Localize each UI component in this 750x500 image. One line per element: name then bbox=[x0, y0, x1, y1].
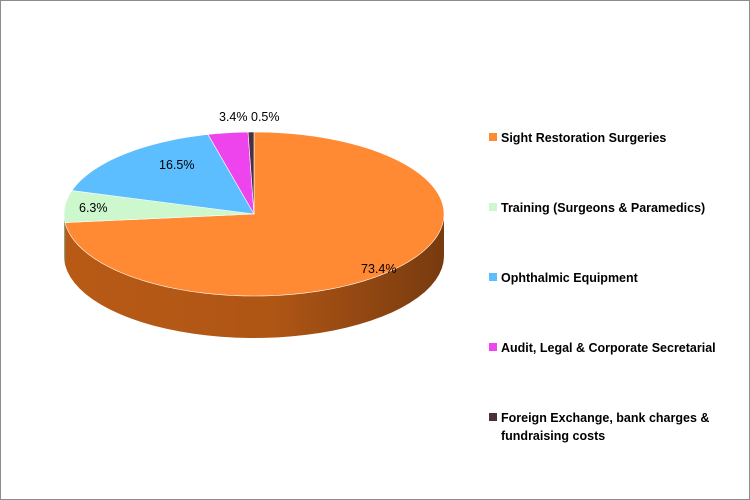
pie-side-walls bbox=[64, 214, 445, 338]
pie-slice bbox=[71, 134, 255, 215]
legend-label: Audit, Legal & Corporate Secretarial bbox=[501, 341, 716, 355]
legend-swatch bbox=[489, 133, 497, 141]
pie-slice bbox=[63, 190, 255, 223]
legend-swatch bbox=[489, 343, 497, 351]
legend-label: Training (Surgeons & Paramedics) bbox=[501, 201, 706, 215]
pie-data-label: 3.4% bbox=[219, 110, 248, 124]
pie-slice-side-shade bbox=[64, 214, 66, 265]
pie-slice-side-shade bbox=[65, 214, 445, 338]
pie-data-label: 6.3% bbox=[79, 201, 108, 215]
pie-data-label: 0.5% bbox=[251, 110, 280, 124]
pie-slice bbox=[64, 131, 445, 297]
pie-data-label: 73.4% bbox=[361, 262, 396, 276]
legend-label: Sight Restoration Surgeries bbox=[501, 131, 667, 145]
legend-label: Ophthalmic Equipment bbox=[501, 271, 638, 285]
legend-item: Foreign Exchange, bank charges & fundrai… bbox=[489, 409, 739, 445]
legend-item: Training (Surgeons & Paramedics) bbox=[489, 199, 739, 217]
pie-slice bbox=[247, 131, 255, 215]
legend-item: Audit, Legal & Corporate Secretarial bbox=[489, 339, 739, 357]
legend-item: Sight Restoration Surgeries bbox=[489, 129, 739, 147]
legend-item: Ophthalmic Equipment bbox=[489, 269, 739, 287]
legend-label: Foreign Exchange, bank charges & fundrai… bbox=[501, 411, 710, 443]
pie-data-labels: 73.4% 6.3% 16.5% 3.4% 0.5% bbox=[79, 110, 396, 276]
pie-slice bbox=[207, 131, 255, 215]
legend-swatch bbox=[489, 203, 497, 211]
pie-data-label: 16.5% bbox=[159, 158, 194, 172]
pie-top-faces bbox=[63, 131, 445, 297]
legend-swatch bbox=[489, 413, 497, 421]
legend-swatch bbox=[489, 273, 497, 281]
